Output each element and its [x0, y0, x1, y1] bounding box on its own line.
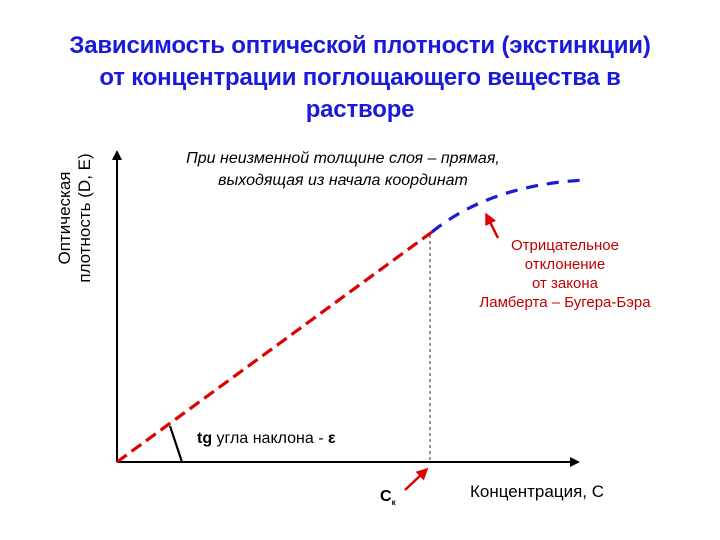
ck-arrow	[404, 467, 429, 491]
slope-label: tg угла наклона - ε	[197, 430, 336, 448]
ck-label-main: C	[380, 488, 392, 505]
ck-label: Cк	[380, 488, 396, 507]
x-axis-label: Концентрация, С	[470, 482, 604, 501]
title-line-2: от концентрации поглощающего вещества в	[99, 64, 621, 91]
linear-note-line-2: выходящая из начала координат	[218, 172, 468, 189]
slope-label-text: угла наклона -	[212, 430, 328, 447]
slope-label-tg: tg	[197, 430, 213, 447]
y-axis-label: Оптическая плотность (D, E)	[55, 118, 95, 318]
deviation-note-line-3: от закона	[532, 275, 598, 292]
linear-segment	[116, 230, 433, 464]
linear-note: При неизменной толщине слоя – прямая, вы…	[138, 148, 548, 192]
deviation-note-line-1: Отрицательное	[511, 237, 619, 254]
deviation-note-line-2: отклонение	[524, 256, 606, 273]
deviation-note-line-4: Ламберта – Бугера-Бэра	[479, 294, 651, 311]
slope-label-epsilon: ε	[328, 430, 336, 447]
deviation-arrow	[485, 212, 500, 239]
title-line-3: растворе	[305, 96, 415, 123]
y-axis-label-line-1: Оптическая	[55, 171, 74, 265]
linear-note-line-1: При неизменной толщине слоя – прямая,	[186, 150, 500, 167]
ck-label-sub: к	[391, 498, 396, 508]
title-line-1: Зависимость оптической плотности (экстин…	[69, 32, 651, 59]
deviation-note: Отрицательное отклонение от закона Ламбе…	[455, 236, 675, 312]
y-axis-label-line-2: плотность (D, E)	[75, 153, 94, 283]
slope-angle-marker	[168, 425, 184, 463]
page-title: Зависимость оптической плотности (экстин…	[0, 30, 720, 126]
